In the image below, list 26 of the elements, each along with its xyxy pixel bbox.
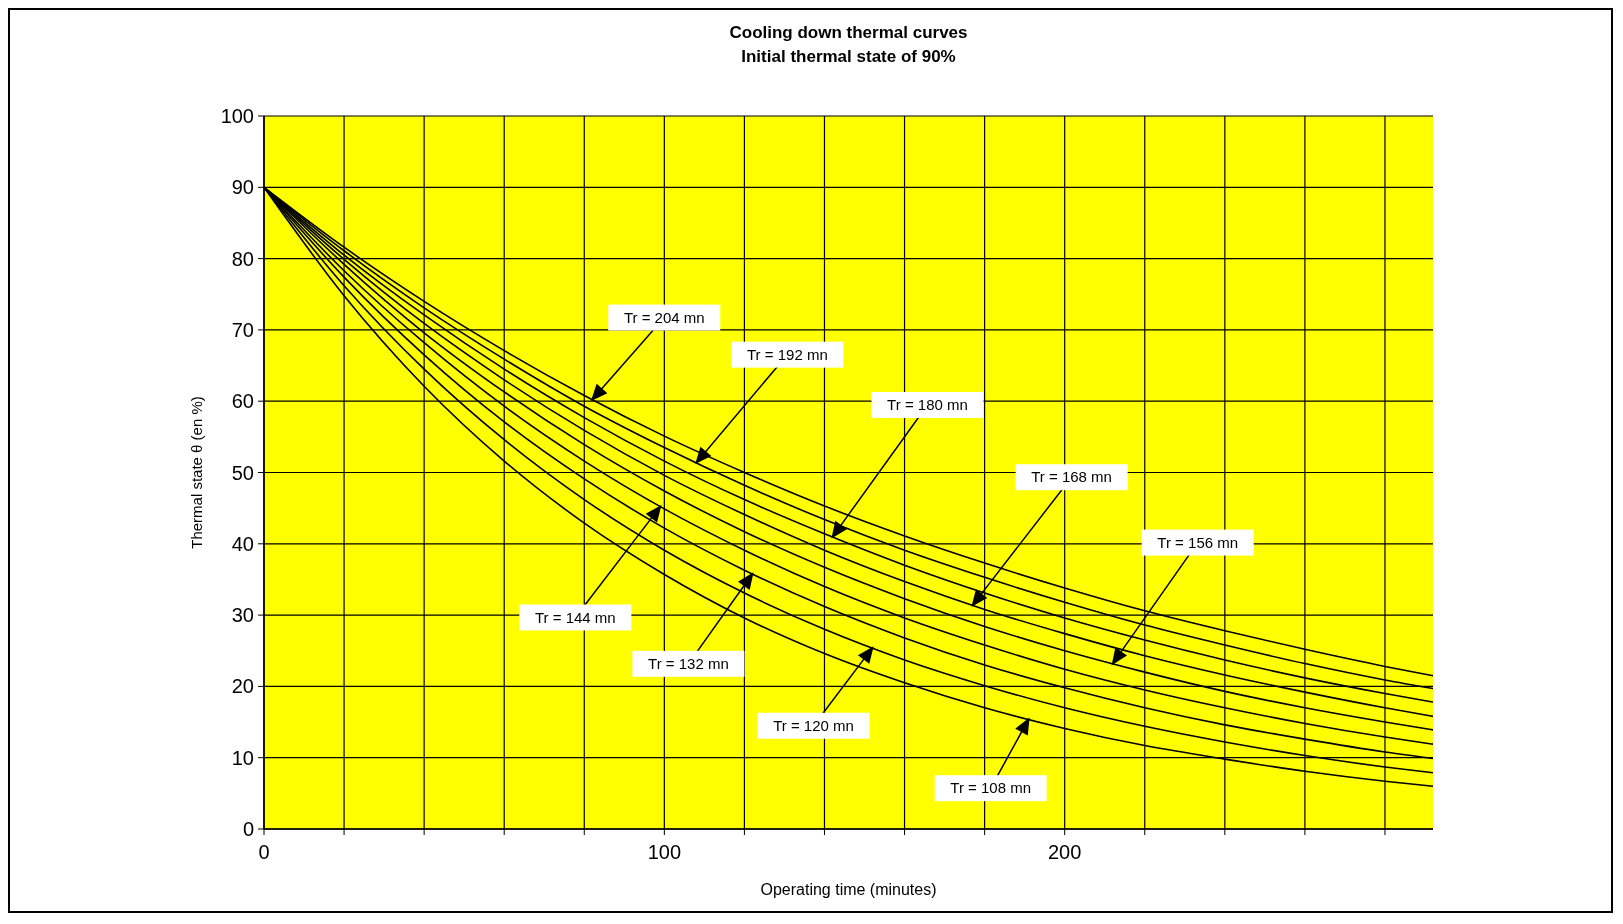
x-tick-label: 0 (258, 841, 270, 863)
y-axis-title: Thermal state θ (en %) (188, 396, 205, 549)
y-tick-label: 80 (231, 247, 254, 270)
y-tick-label: 30 (231, 604, 254, 627)
annotation: Tr = 192 mn (747, 345, 828, 363)
y-tick-label: 90 (231, 176, 254, 199)
x-tick-label: 200 (1048, 841, 1082, 863)
annotation: Tr = 156 mn (1157, 533, 1239, 551)
y-tick-label: 50 (231, 461, 254, 484)
annotation: Tr = 204 mn (623, 308, 705, 326)
y-tick-label: 40 (231, 532, 254, 555)
y-tick-label: 70 (231, 318, 254, 341)
x-axis-title: Operating time (minutes) (760, 881, 937, 898)
chart-subtitle: Initial thermal state of 90% (741, 47, 956, 66)
y-tick-label: 0 (242, 818, 254, 840)
y-tick-label: 20 (231, 675, 254, 698)
y-tick-label: 60 (231, 390, 254, 413)
annotation: Tr = 120 mn (773, 717, 854, 735)
y-tick-label: 100 (220, 105, 254, 127)
annotation: Tr = 180 mn (887, 396, 968, 414)
x-tick-label: 100 (647, 841, 682, 863)
y-tick-label: 10 (231, 746, 254, 769)
annotation: Tr = 108 mn (950, 779, 1032, 797)
annotation: Tr = 168 mn (1031, 468, 1112, 486)
annotation: Tr = 132 mn (648, 655, 729, 673)
chart-title: Cooling down thermal curves (729, 23, 968, 42)
